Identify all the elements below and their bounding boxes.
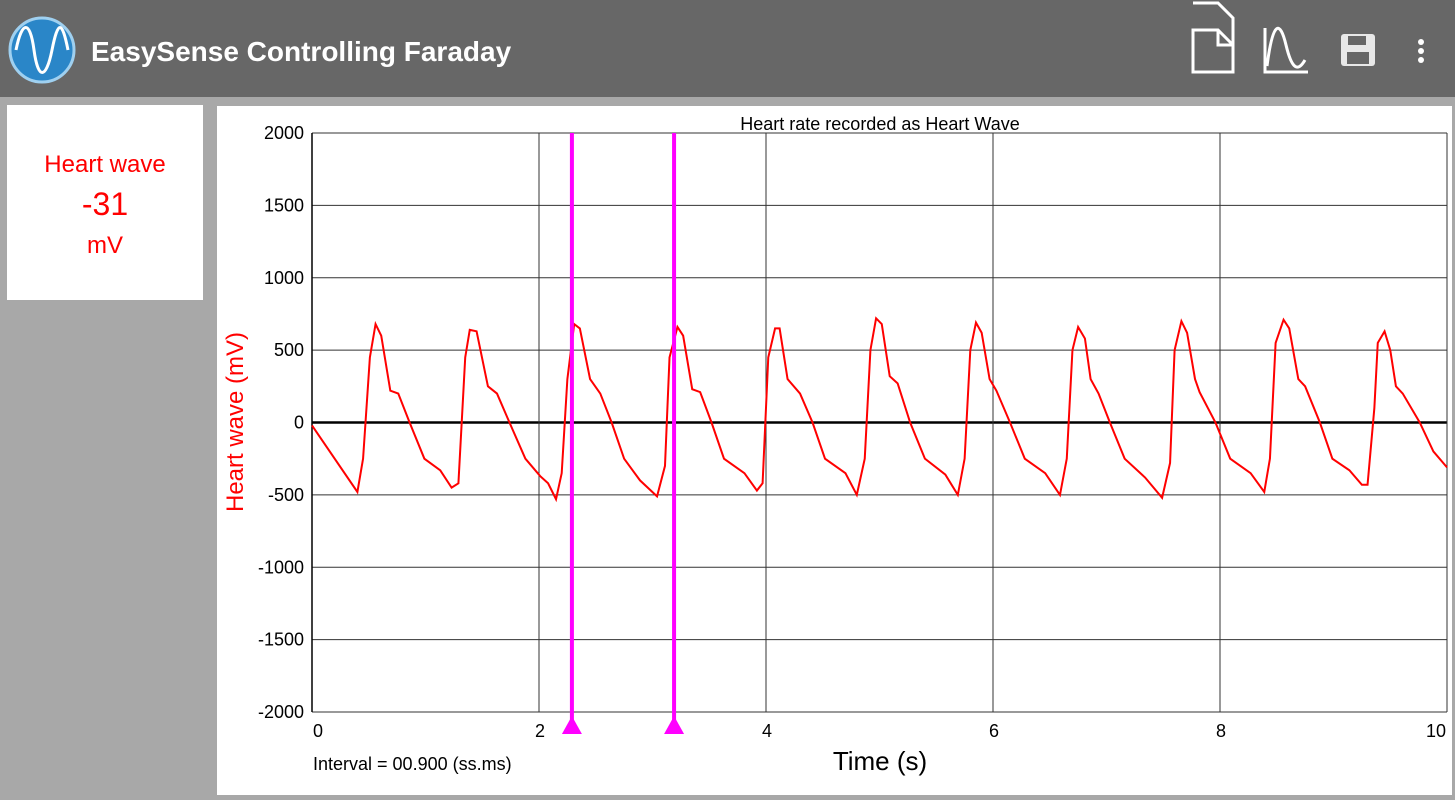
y-tick-label: -1000	[258, 557, 304, 577]
meter-panel	[7, 105, 203, 300]
new-file-icon[interactable]	[1191, 1, 1235, 74]
chart-title: Heart rate recorded as Heart Wave	[740, 114, 1019, 134]
y-axis-label: Heart wave (mV)	[222, 332, 249, 512]
y-tick-label: 2000	[264, 123, 304, 143]
app-logo	[8, 16, 76, 84]
x-tick-label: 0	[313, 721, 323, 741]
app-bar	[0, 0, 1455, 97]
x-tick-label: 4	[762, 721, 772, 741]
x-tick-label: 2	[535, 721, 545, 741]
cursor-handle	[664, 716, 685, 734]
heart-wave-line	[311, 316, 1448, 503]
cursor-handle	[561, 716, 582, 734]
y-tick-label: 1000	[264, 268, 304, 288]
interval-annotation: Interval = 00.900 (ss.ms)	[313, 754, 512, 774]
chart: -2000 -1500 -1000 -500 0 500 1000 1500 2000 0 2 4 6 8…	[258, 123, 1448, 741]
meter-label: Heart wave	[44, 151, 165, 178]
meter-unit: mV	[87, 232, 123, 259]
meter-value: -31	[82, 186, 128, 222]
x-axis-label: Time (s)	[833, 746, 927, 776]
save-icon[interactable]	[1341, 34, 1375, 66]
y-tick-label: -1500	[258, 630, 304, 650]
y-tick-label: 1500	[264, 195, 304, 215]
x-tick-label: 8	[1216, 721, 1226, 741]
x-tick-label: 6	[989, 721, 999, 741]
more-menu[interactable]	[1418, 39, 1424, 63]
x-tick-label: 10	[1426, 721, 1446, 741]
y-tick-label: -2000	[258, 702, 304, 722]
y-tick-label: -500	[268, 485, 304, 505]
chart-panel	[217, 106, 1452, 795]
graph-icon[interactable]	[1263, 26, 1308, 74]
y-tick-label: 0	[294, 413, 304, 433]
app-title: EasySense Controlling Faraday	[91, 36, 512, 67]
y-tick-label: 500	[274, 340, 304, 360]
